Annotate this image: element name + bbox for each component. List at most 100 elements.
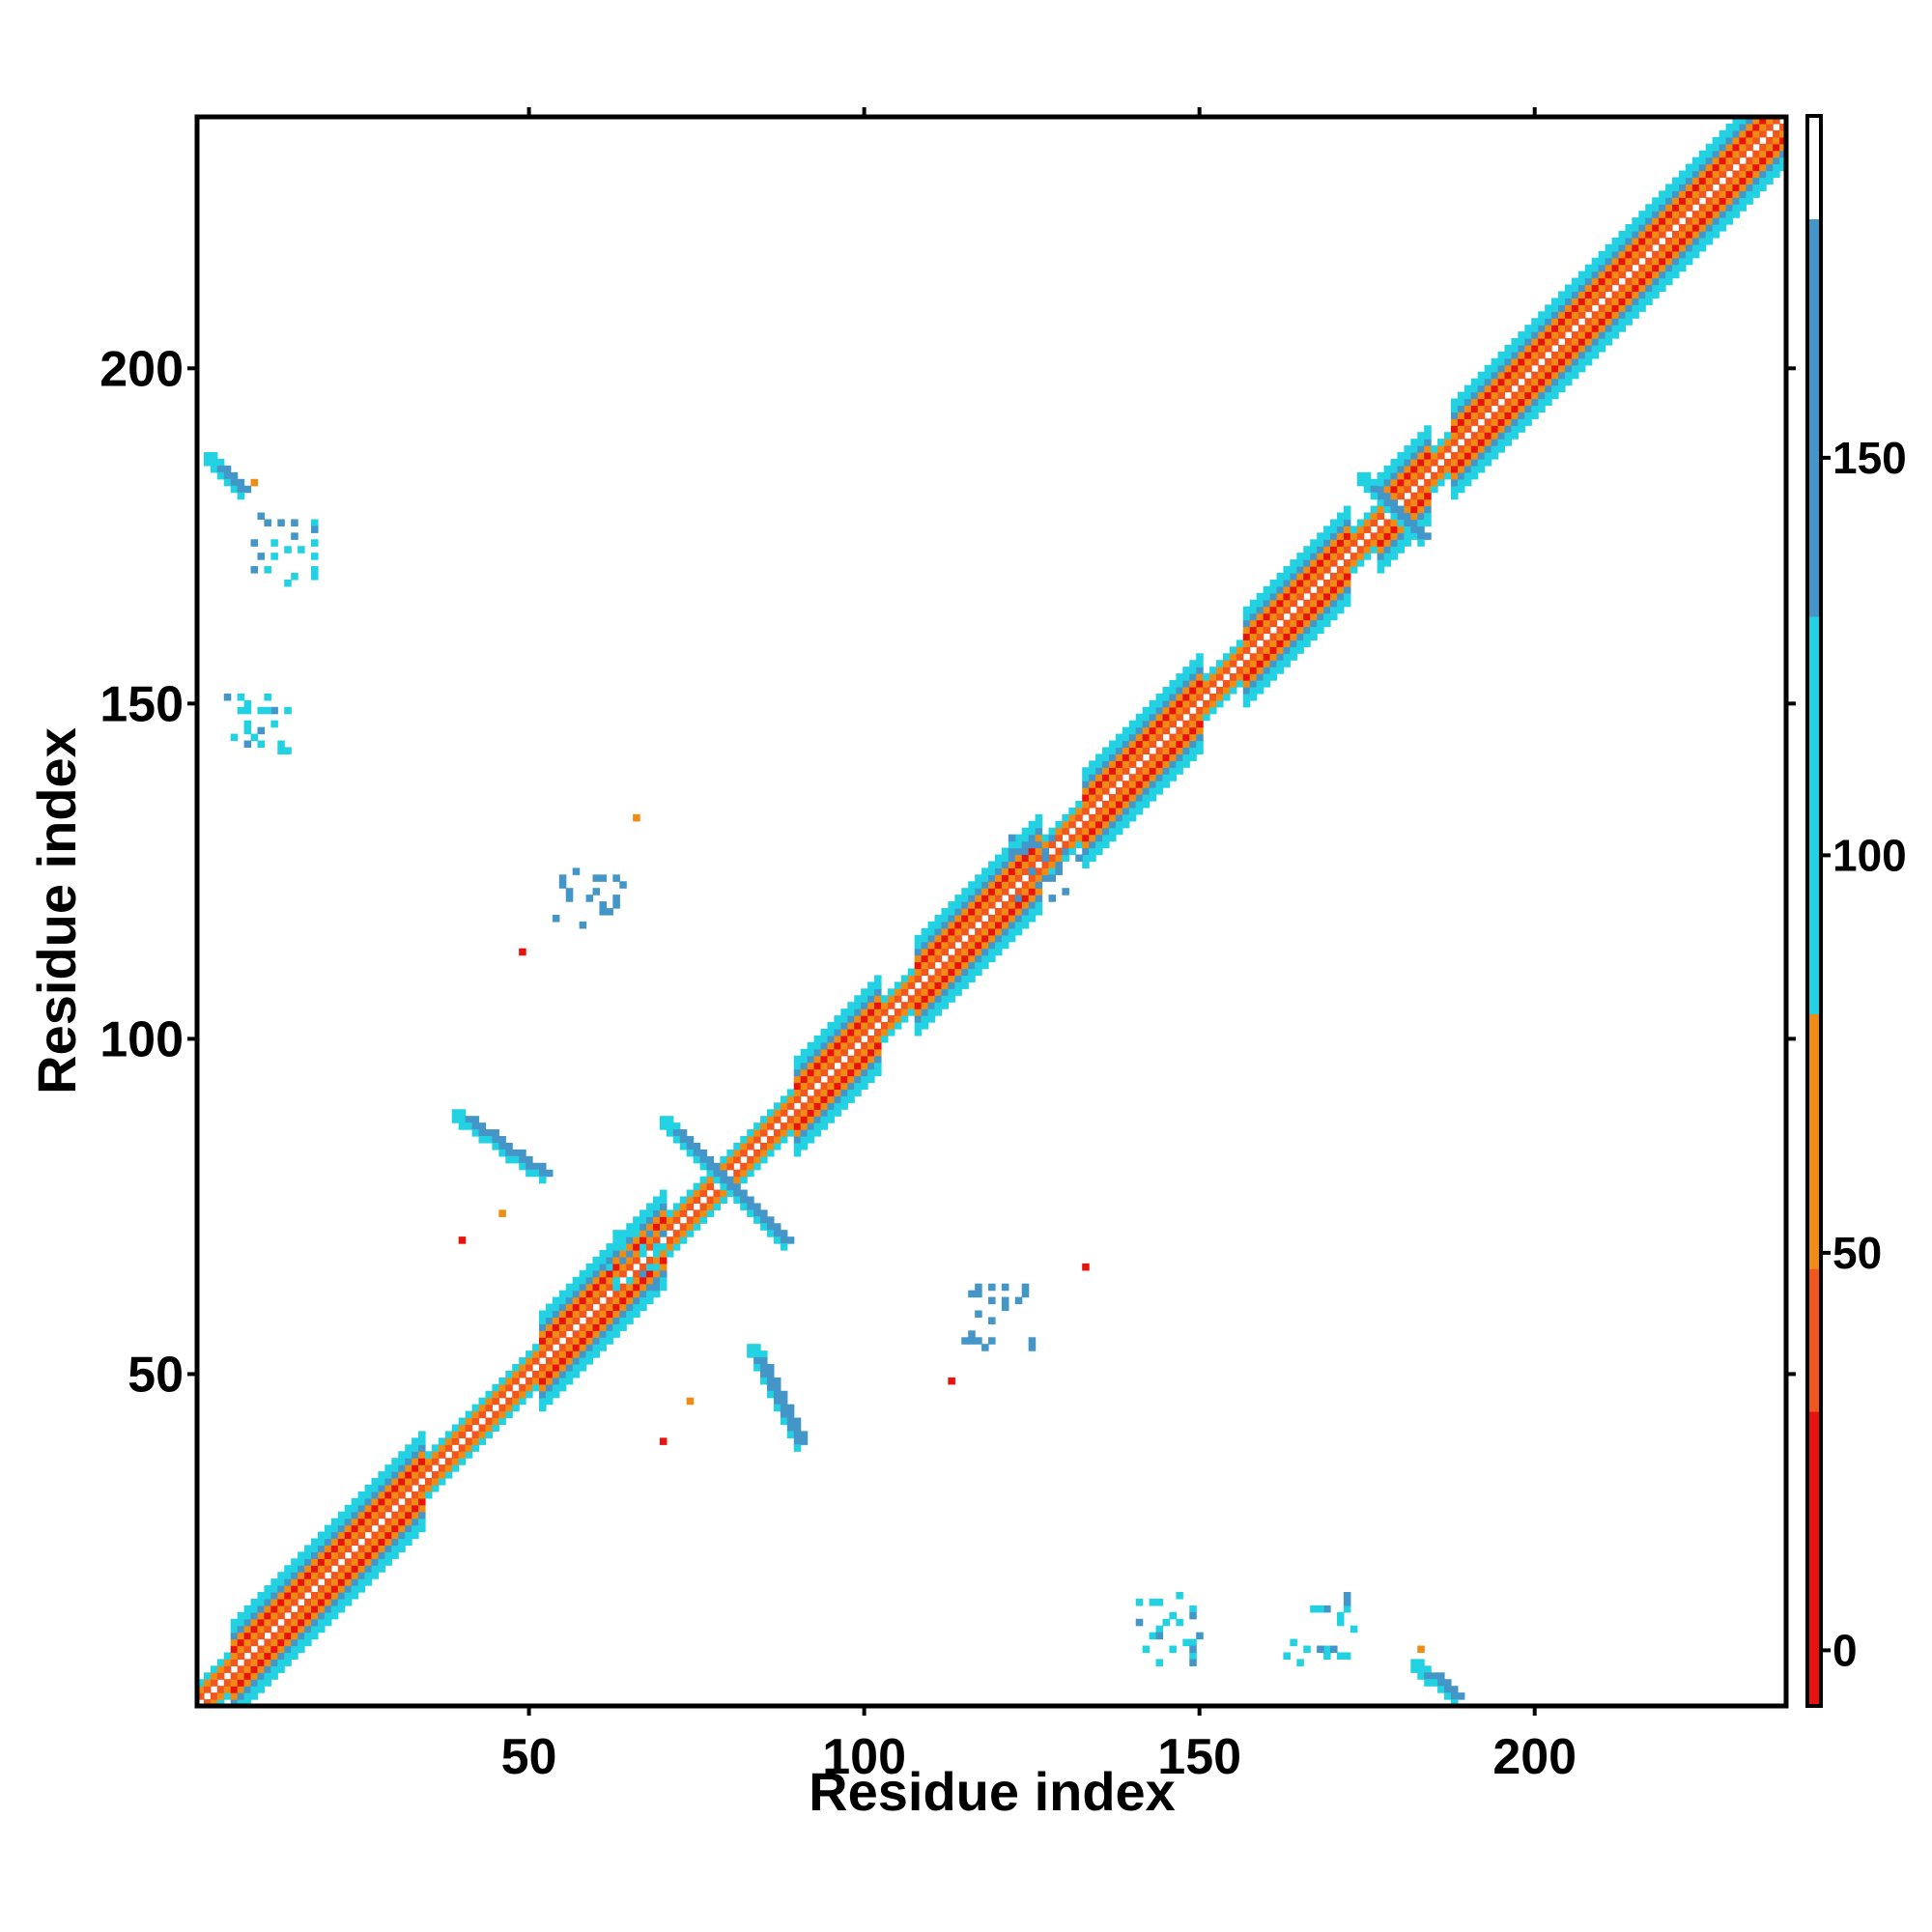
heatmap-cell [1511,371,1519,380]
heatmap-cell [867,981,875,989]
heatmap-cell [975,1290,982,1298]
heatmap-cell [311,1618,319,1627]
heatmap-cell [599,1256,607,1264]
heatmap-cell [337,1598,346,1606]
heatmap-cell [1142,767,1151,775]
heatmap-cell [914,948,923,956]
heatmap-cell [1035,854,1043,863]
heatmap-cell [1545,325,1552,332]
heatmap-cell [277,1598,285,1606]
heatmap-cell [1356,553,1365,560]
heatmap-cell [1645,224,1653,232]
heatmap-cell [954,961,962,970]
heatmap-cell [519,1357,526,1365]
heatmap-cell [1766,156,1774,165]
heatmap-cell [371,1504,379,1513]
heatmap-cell [1618,243,1627,252]
heatmap-cell [391,1497,399,1506]
heatmap-cell [1115,753,1123,761]
heatmap-cell [1564,338,1573,346]
heatmap-cell [1303,626,1311,635]
heatmap-cell [994,861,1003,868]
heatmap-cell [311,519,319,526]
heatmap-cell [1477,378,1486,386]
heatmap-cell [216,1692,225,1700]
heatmap-cell [1128,733,1137,742]
heatmap-cell [1135,720,1144,728]
heatmap-cell [1303,579,1311,587]
heatmap-cell [988,888,996,895]
heatmap-cell [418,1524,426,1533]
heatmap-cell [538,1323,547,1331]
heatmap-cell [927,1009,936,1016]
heatmap-cell [1370,539,1378,547]
heatmap-cell [558,1344,567,1351]
heatmap-cell [1618,304,1627,312]
heatmap-cell [337,1518,346,1526]
heatmap-cell [1310,559,1318,567]
heatmap-cell [1410,452,1418,460]
heatmap-cell [498,1383,506,1392]
heatmap-cell [485,1397,493,1406]
heatmap-cell [324,1551,332,1559]
heatmap-cell [847,1041,855,1050]
heatmap-cell [1410,458,1418,467]
heatmap-cell [304,1598,312,1606]
heatmap-cell [659,1122,668,1130]
heatmap-cell [1363,553,1372,560]
heatmap-cell [760,1155,768,1164]
heatmap-cell [1538,364,1546,373]
heatmap-cell [1303,559,1311,567]
heatmap-cell [1732,190,1741,198]
heatmap-cell [786,1236,795,1244]
heatmap-cell [1343,579,1351,587]
heatmap-cell [1665,190,1673,198]
heatmap-cell [1518,425,1525,433]
heatmap-cell [1625,264,1633,272]
heatmap-cell [371,1558,379,1566]
heatmap-cell [398,1538,406,1547]
colorbar-band [1807,218,1821,617]
heatmap-cell [257,512,266,521]
heatmap-cell [1404,471,1411,480]
heatmap-cell [1196,686,1204,695]
heatmap-cell [1317,1605,1324,1613]
heatmap-cell [1336,519,1345,526]
heatmap-cell [941,934,949,943]
heatmap-cell [975,1310,982,1319]
heatmap-cell [773,1109,781,1117]
heatmap-cell [1605,257,1613,266]
heatmap-cell [1504,371,1513,380]
heatmap-cell [720,1182,727,1191]
heatmap-cell [793,1075,802,1084]
heatmap-cell [1739,190,1747,198]
heatmap-cell [1122,740,1130,749]
heatmap-cell [412,1491,419,1499]
heatmap-cell [1524,418,1532,426]
heatmap-cell [498,1390,506,1399]
heatmap-cell [633,1243,640,1251]
heatmap-cell [633,1310,640,1319]
heatmap-cell [1290,633,1297,640]
heatmap-cell [1725,211,1734,218]
heatmap-cell [317,1605,326,1613]
heatmap-cell [243,720,252,728]
heatmap-cell [1511,432,1519,440]
heatmap-cell [599,1323,607,1331]
heatmap-cell [807,1129,815,1137]
heatmap-cell [854,1062,862,1070]
heatmap-cell [585,1323,594,1331]
heatmap-cell [291,1625,298,1634]
heatmap-cell [1463,391,1472,400]
heatmap-cell [1678,231,1687,239]
heatmap-cell [1497,357,1506,366]
heatmap-cell [458,1424,467,1433]
heatmap-cell [1014,854,1023,863]
heatmap-cell [243,726,252,735]
heatmap-cell [351,1558,359,1566]
heatmap-cell [1431,1679,1438,1687]
heatmap-cell [1128,794,1137,802]
heatmap-cell [827,1089,835,1096]
heatmap-cell [351,1572,359,1579]
